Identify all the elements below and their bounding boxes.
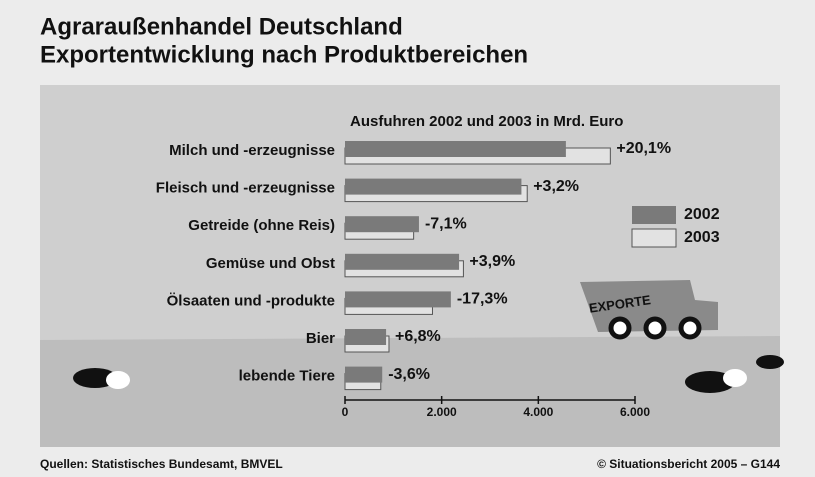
change-label: -7,1% [425,215,467,232]
category-label: Fleisch und -erzeugnisse [156,180,335,197]
change-label: +3,9% [469,253,515,270]
x-tick-label: 6.000 [620,405,650,419]
legend-swatch [632,229,676,247]
category-label: Getreide (ohne Reis) [188,217,335,234]
chart-subtitle: Exportentwicklung nach Produktbereichen [40,41,528,68]
bar [345,179,521,195]
change-label: +20,1% [616,140,671,157]
credit: © Situationsbericht 2005 – G144 [597,457,780,471]
x-tick-label: 0 [342,405,349,419]
legend-label: 2003 [684,229,720,246]
change-label: +3,2% [533,178,579,195]
legend-swatch [632,206,676,224]
category-label: Milch und -erzeugnisse [169,142,335,159]
x-tick-label: 4.000 [523,405,553,419]
bar [345,367,382,383]
change-label: +6,8% [395,328,441,345]
axis-title: Ausfuhren 2002 und 2003 in Mrd. Euro [350,113,623,130]
category-label: Bier [306,330,335,347]
bar [345,141,566,157]
page: {"chart_data": {"type": "bar", "orientat… [0,0,815,477]
category-label: Gemüse und Obst [206,255,335,272]
legend-label: 2002 [684,206,720,223]
source: Quellen: Statistisches Bundesamt, BMVEL [40,457,283,471]
bar [345,329,386,345]
x-tick-label: 2.000 [427,405,457,419]
bar [345,291,451,307]
category-label: lebende Tiere [239,368,335,385]
change-label: -3,6% [388,366,430,383]
chart: EXPORTE Agraraußenhandel Deutschland Exp… [0,0,815,477]
ground [40,336,780,447]
category-label: Ölsaaten und -produkte [167,292,335,309]
bar [345,254,459,270]
change-label: -17,3% [457,291,508,308]
chart-title: Agraraußenhandel Deutschland [40,13,403,40]
bar [345,216,419,232]
